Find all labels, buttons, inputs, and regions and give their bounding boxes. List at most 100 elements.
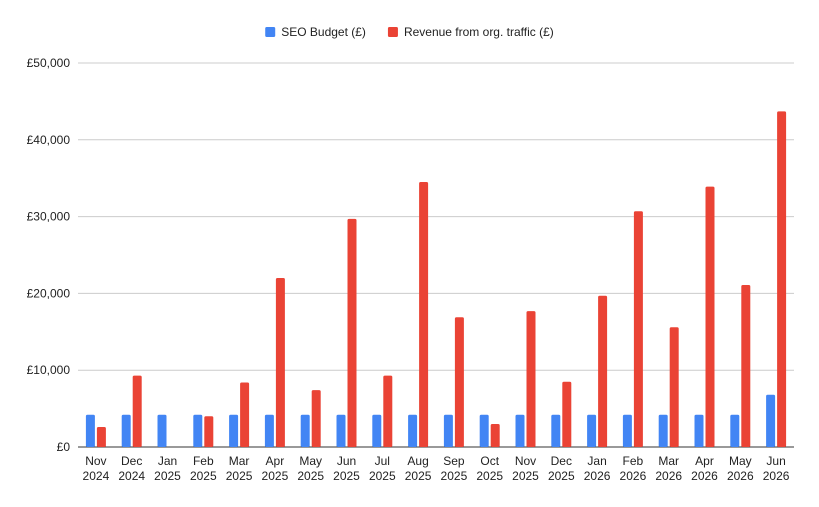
x-tick-label: Feb 2026 xyxy=(620,454,647,483)
x-tick-month: Dec xyxy=(551,454,572,468)
bar-series-1 xyxy=(419,182,429,448)
x-tick-label: Oct 2025 xyxy=(476,454,503,483)
x-tick-year: 2025 xyxy=(548,469,575,483)
bar-series-1 xyxy=(347,218,357,447)
y-tick-label: £50,000 xyxy=(27,56,71,70)
bar-series-1 xyxy=(240,382,250,447)
bar-series-0 xyxy=(587,414,597,447)
x-tick-month: Jan xyxy=(158,454,177,468)
x-tick-label: Dec 2024 xyxy=(118,454,145,483)
x-tick-label: Jun 2026 xyxy=(763,454,790,483)
gridlines xyxy=(78,62,794,448)
bar-series-0 xyxy=(193,414,203,447)
x-tick-year: 2025 xyxy=(190,469,217,483)
y-axis: £0 £10,000 £20,000 £30,000 £40,000 £50,000 xyxy=(27,56,71,454)
x-tick-label: Jan 2026 xyxy=(584,454,611,483)
bar-series-1 xyxy=(132,375,142,447)
x-tick-year: 2026 xyxy=(727,469,754,483)
x-tick-month: Jul xyxy=(375,454,390,468)
bar-series-1 xyxy=(526,311,536,447)
bar-series-0 xyxy=(264,414,274,447)
bar-series-0 xyxy=(551,414,561,447)
x-tick-month: Nov xyxy=(85,454,106,468)
bar-series-1 xyxy=(598,295,608,447)
x-tick-label: Apr 2026 xyxy=(691,454,718,483)
x-tick-month: Nov xyxy=(515,454,536,468)
bar-series-1 xyxy=(454,317,464,447)
legend-swatch xyxy=(265,27,276,37)
bar-series-0 xyxy=(85,414,95,447)
x-tick-label: Feb 2025 xyxy=(190,454,217,483)
x-tick-year: 2025 xyxy=(405,469,432,483)
bar-series-1 xyxy=(275,278,285,447)
x-tick-label: Mar 2026 xyxy=(655,454,682,483)
x-tick-year: 2026 xyxy=(620,469,647,483)
legend-item-1[interactable]: Revenue from org. traffic (£) xyxy=(387,25,554,39)
x-tick-label: Jan 2025 xyxy=(154,454,181,483)
x-tick-year: 2025 xyxy=(369,469,396,483)
y-tick-label: £30,000 xyxy=(27,210,71,224)
x-tick-year: 2025 xyxy=(333,469,360,483)
x-tick-year: 2025 xyxy=(476,469,503,483)
bar-series-0 xyxy=(766,394,776,447)
bar-series-0 xyxy=(622,414,632,447)
bar-series-0 xyxy=(658,414,668,447)
x-tick-year: 2025 xyxy=(297,469,324,483)
bar-series-0 xyxy=(300,414,310,447)
bar-series-1 xyxy=(562,381,572,447)
x-tick-year: 2026 xyxy=(584,469,611,483)
bar-series-0 xyxy=(121,414,131,447)
bar-series-1 xyxy=(741,284,751,447)
bar-series-1 xyxy=(96,427,106,447)
y-tick-label: £10,000 xyxy=(27,363,71,377)
y-tick-label: £20,000 xyxy=(27,286,71,300)
legend: SEO Budget (£) Revenue from org. traffic … xyxy=(265,25,554,39)
x-tick-year: 2026 xyxy=(655,469,682,483)
x-tick-month: Apr xyxy=(266,454,285,468)
bar-series-0 xyxy=(229,414,239,447)
bar-series-1 xyxy=(383,375,393,447)
x-tick-label: Jun 2025 xyxy=(333,454,360,483)
x-tick-month: Jun xyxy=(337,454,356,468)
legend-item-0[interactable]: SEO Budget (£) xyxy=(265,25,366,39)
x-tick-month: Feb xyxy=(623,454,644,468)
bar-series-1 xyxy=(311,390,321,447)
x-tick-label: Nov 2025 xyxy=(512,454,539,483)
bar-series-1 xyxy=(490,423,500,447)
x-tick-year: 2026 xyxy=(691,469,718,483)
x-tick-month: Mar xyxy=(658,454,679,468)
x-tick-month: Mar xyxy=(229,454,250,468)
x-tick-label: Apr 2025 xyxy=(262,454,289,483)
bars xyxy=(85,111,787,448)
legend-label: SEO Budget (£) xyxy=(281,25,366,39)
x-tick-year: 2024 xyxy=(118,469,145,483)
x-tick-month: Dec xyxy=(121,454,142,468)
bar-series-1 xyxy=(633,211,643,447)
bar-series-0 xyxy=(408,414,418,447)
legend-label: Revenue from org. traffic (£) xyxy=(404,25,554,39)
bar-series-1 xyxy=(705,186,715,447)
x-tick-year: 2025 xyxy=(262,469,289,483)
x-tick-month: Sep xyxy=(443,454,465,468)
x-tick-month: Jun xyxy=(766,454,785,468)
x-tick-month: Apr xyxy=(695,454,714,468)
x-tick-month: Aug xyxy=(407,454,428,468)
legend-swatch xyxy=(387,27,398,37)
x-tick-label: Aug 2025 xyxy=(405,454,432,483)
bar-series-0 xyxy=(336,414,346,447)
bar-series-1 xyxy=(669,327,679,447)
y-tick-label: £0 xyxy=(57,440,71,454)
x-tick-label: Nov 2024 xyxy=(83,454,110,483)
x-tick-label: May 2026 xyxy=(727,454,754,483)
bar-series-0 xyxy=(372,414,382,447)
x-tick-year: 2025 xyxy=(512,469,539,483)
x-tick-month: Oct xyxy=(480,454,499,468)
x-tick-year: 2025 xyxy=(441,469,468,483)
bar-series-0 xyxy=(443,414,453,447)
x-tick-year: 2026 xyxy=(763,469,790,483)
x-tick-label: Jul 2025 xyxy=(369,454,396,483)
bar-series-1 xyxy=(204,416,214,447)
